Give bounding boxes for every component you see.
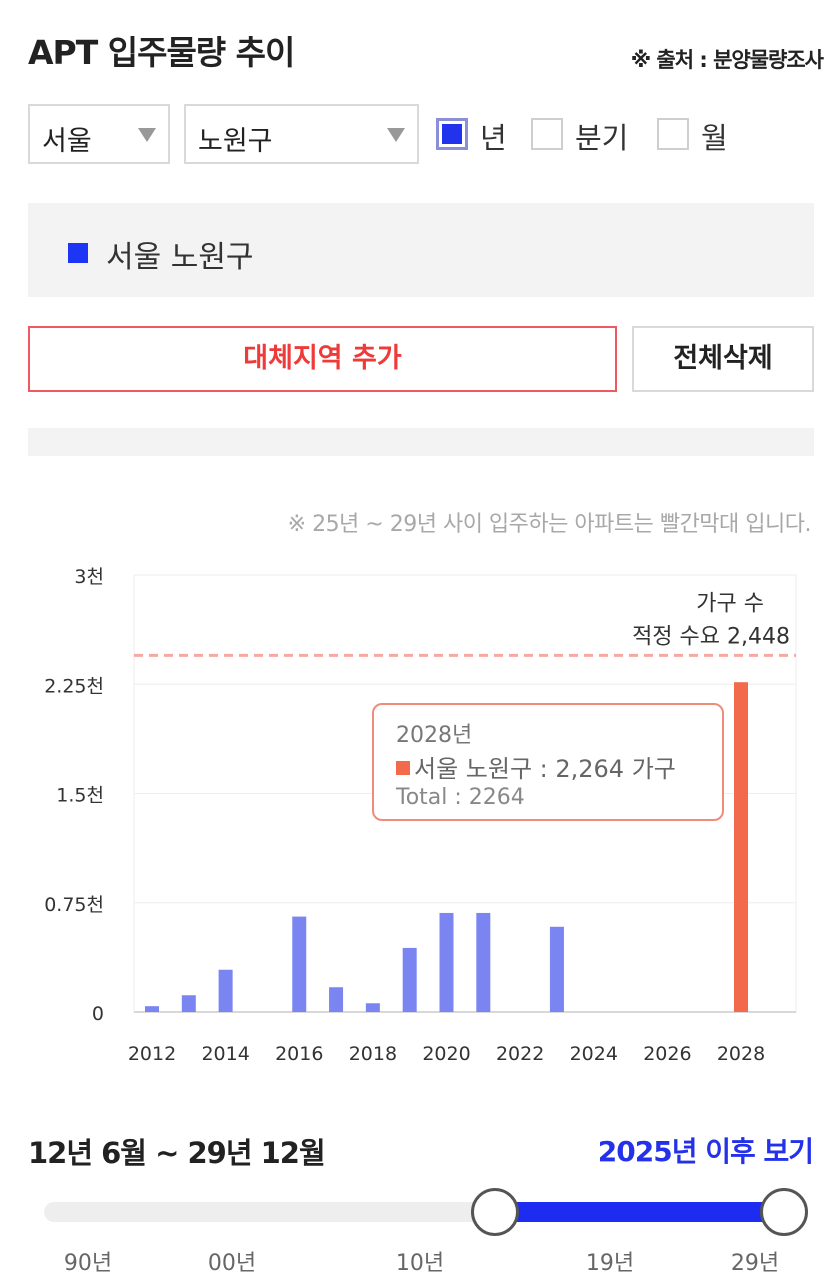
bar (145, 1006, 159, 1012)
y-tick-label: 0 (92, 1003, 104, 1025)
page-title: APT 입주물량 추이 (28, 33, 295, 72)
y-tick-label: 1.5천 (56, 785, 104, 807)
x-tick-label: 2028 (717, 1043, 765, 1065)
city-select[interactable]: 서울 (28, 104, 170, 164)
range-start-handle[interactable] (471, 1188, 520, 1236)
slider-tick-label: 19년 (585, 1251, 635, 1276)
bar (181, 995, 196, 1012)
chevron-down-icon (138, 128, 156, 142)
bar (734, 682, 748, 1012)
tooltip-swatch (396, 761, 410, 775)
bar (476, 912, 491, 1012)
district-select-value: 노원구 (198, 126, 273, 157)
bar (402, 947, 417, 1012)
y-tick-label: 0.75천 (44, 894, 104, 916)
x-tick-label: 2022 (496, 1043, 544, 1065)
legend-label[interactable]: 서울 노원구 (106, 240, 254, 275)
after-2025-link[interactable]: 2025년 이후 보기 (597, 1135, 814, 1168)
range-slider-fill (495, 1202, 784, 1222)
bar (439, 912, 454, 1012)
x-tick-label: 2012 (128, 1043, 176, 1065)
add-region-button[interactable]: 대체지역 추가 (28, 326, 617, 392)
tooltip-total: Total : 2264 (396, 785, 525, 810)
tooltip-series-line: 서울 노원구 : 2,264 가구 (396, 749, 676, 784)
period-month-label: 월 (701, 121, 728, 155)
range-end-handle[interactable] (760, 1188, 808, 1236)
x-tick-label: 2016 (275, 1043, 323, 1065)
reference-label-line2: 적정 수요 2,448 (632, 624, 790, 649)
city-select-value: 서울 (42, 126, 92, 157)
x-tick-label: 2024 (570, 1043, 618, 1065)
bar (292, 916, 307, 1012)
slider-tick-label: 90년 (63, 1251, 113, 1276)
period-year-checkbox[interactable] (436, 118, 468, 150)
chevron-down-icon (387, 128, 405, 142)
period-year-label: 년 (480, 121, 507, 155)
period-quarter-checkbox[interactable] (531, 118, 563, 150)
slider-tick-label: 10년 (395, 1251, 445, 1276)
legend-swatch (68, 243, 88, 263)
period-month-checkbox[interactable] (657, 118, 689, 150)
legend-panel: 서울 노원구 (28, 203, 814, 297)
slider-tick-label: 29년 (730, 1251, 780, 1276)
tooltip-series-value: 서울 노원구 : 2,264 가구 (414, 755, 676, 783)
bar (365, 1003, 380, 1012)
slider-tick-label: 00년 (207, 1251, 257, 1276)
tooltip-year: 2028년 (396, 723, 473, 748)
period-quarter-label: 분기 (575, 121, 629, 155)
x-tick-label: 2020 (422, 1043, 470, 1065)
divider-strip (28, 428, 814, 456)
range-label: 12년 6월 ~ 29년 12월 (28, 1136, 326, 1170)
chart-tooltip: 2028년 서울 노원구 : 2,264 가구 Total : 2264 (372, 703, 724, 821)
reference-label-line1: 가구 수 (696, 591, 764, 616)
bar (218, 969, 233, 1012)
source-note: ※ 출처 : 분양물량조사 (630, 48, 824, 72)
bar (549, 926, 564, 1012)
y-tick-label: 2.25천 (44, 675, 104, 697)
x-tick-label: 2026 (643, 1043, 691, 1065)
y-tick-label: 3천 (74, 566, 104, 588)
x-tick-label: 2018 (349, 1043, 397, 1065)
bar (329, 987, 344, 1012)
chart-note: ※ 25년 ~ 29년 사이 입주하는 아파트는 빨간막대 입니다. (287, 512, 812, 537)
delete-all-button[interactable]: 전체삭제 (632, 326, 814, 392)
x-tick-label: 2014 (201, 1043, 249, 1065)
district-select[interactable]: 노원구 (184, 104, 419, 164)
